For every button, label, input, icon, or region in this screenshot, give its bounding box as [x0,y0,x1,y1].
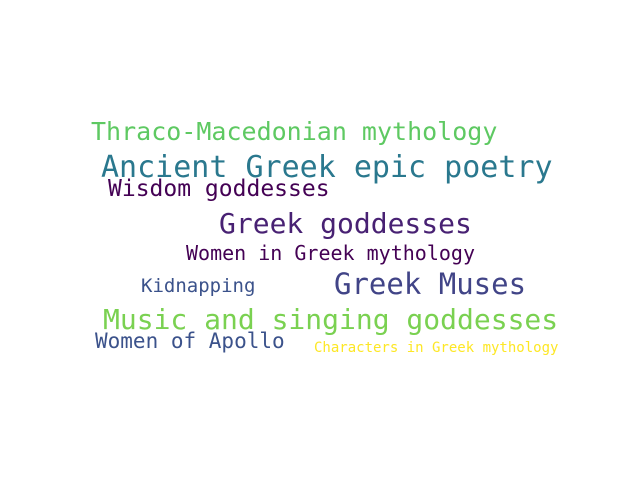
word-greek-muses: Greek Muses [334,267,527,301]
word-women-of-apollo: Women of Apollo [95,329,285,353]
word-women-in-greek-mythology: Women in Greek mythology [186,241,475,265]
word-greek-goddesses: Greek goddesses [219,207,472,240]
word-characters-in-greek-mythology: Characters in Greek mythology [314,340,559,356]
word-thraco-macedonian-mythology: Thraco-Macedonian mythology [91,117,498,146]
word-wisdom-goddesses: Wisdom goddesses [108,176,330,202]
word-ancient-greek-epic-poetry: Ancient Greek epic poetry [101,150,553,185]
word-kidnapping: Kidnapping [141,275,256,297]
word-music-and-singing-goddesses: Music and singing goddesses [103,303,559,336]
